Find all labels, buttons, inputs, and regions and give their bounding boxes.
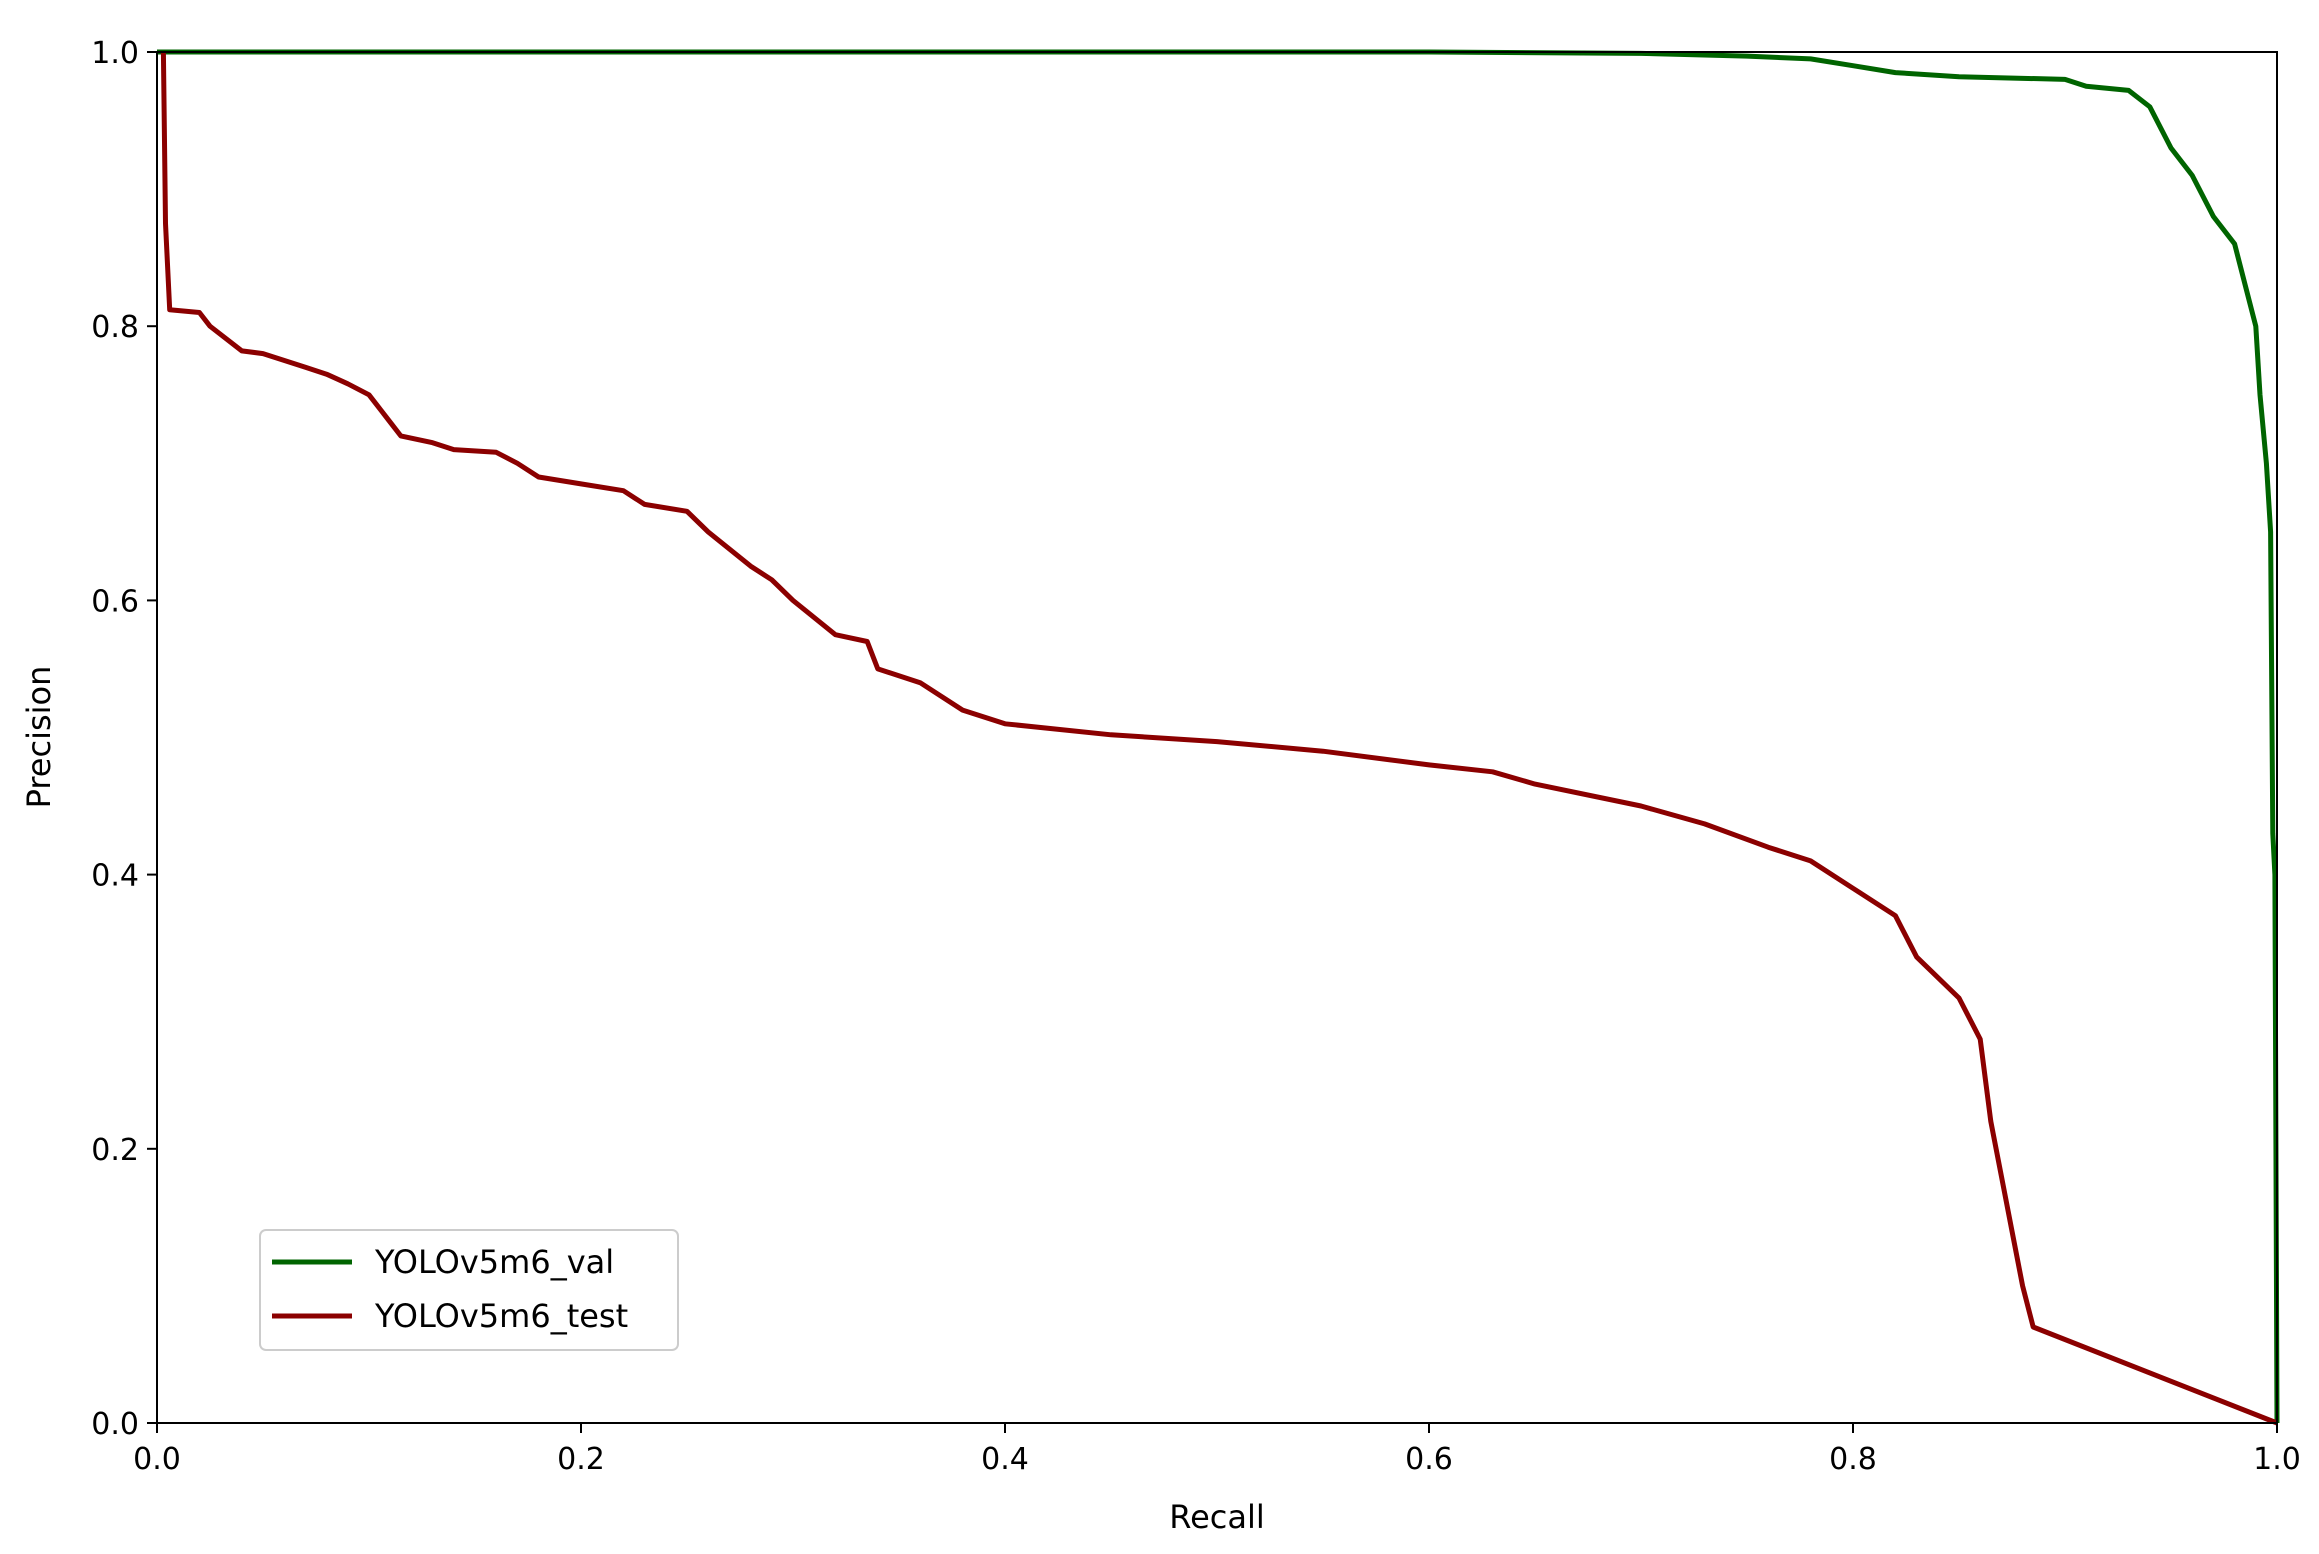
legend-label-test: YOLOv5m6_test	[374, 1297, 628, 1335]
legend: YOLOv5m6_val YOLOv5m6_test	[259, 1229, 679, 1351]
y-tick-label: 0.8	[91, 310, 139, 345]
x-tick-label: 1.0	[2253, 1442, 2301, 1477]
series-line-YOLOv5m6_test	[160, 51, 2278, 1426]
x-axis-ticks: 0.0 0.2 0.4 0.6 0.8 1.0	[133, 1423, 2301, 1477]
y-axis-ticks: 0.0 0.2 0.4 0.6 0.8 1.0	[91, 36, 157, 1442]
plot-frame	[156, 51, 2278, 1424]
y-tick-label: 0.0	[91, 1407, 139, 1442]
x-tick-label: 0.6	[1405, 1442, 1453, 1477]
x-tick-label: 0.8	[1829, 1442, 1877, 1477]
y-tick-label: 0.4	[91, 859, 139, 894]
y-tick-label: 1.0	[91, 36, 139, 71]
y-axis-label: Precision	[20, 666, 58, 809]
x-tick-label: 0.0	[133, 1442, 181, 1477]
series-layer	[157, 49, 2280, 1426]
series-line-YOLOv5m6_val	[157, 49, 2280, 1424]
y-tick-label: 0.2	[91, 1133, 139, 1168]
legend-label-val: YOLOv5m6_val	[374, 1243, 614, 1281]
x-tick-label: 0.2	[557, 1442, 605, 1477]
y-tick-label: 0.6	[91, 584, 139, 619]
legend-box	[259, 1229, 679, 1351]
x-axis-label: Recall	[1169, 1498, 1264, 1536]
x-tick-label: 0.4	[981, 1442, 1029, 1477]
